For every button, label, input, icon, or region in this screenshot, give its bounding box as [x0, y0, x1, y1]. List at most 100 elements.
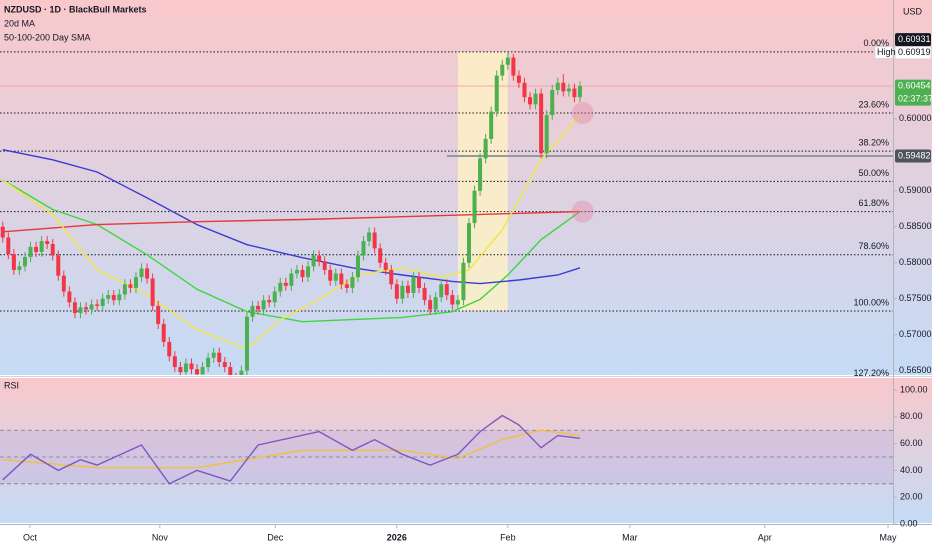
- candle-body: [372, 232, 377, 249]
- candle-body: [566, 88, 571, 92]
- candle-body: [572, 88, 577, 98]
- y-tick-label: 0.58000: [899, 257, 932, 267]
- candle-body: [516, 75, 521, 83]
- fib-label: 78.60%: [858, 241, 889, 251]
- candle-body: [550, 89, 555, 116]
- x-tick-label: Apr: [758, 532, 772, 542]
- candle-body: [128, 284, 133, 288]
- y-tick-label: 0.57000: [899, 329, 932, 339]
- candle-body: [17, 266, 22, 270]
- marker: [571, 102, 594, 125]
- x-tick-label: Oct: [23, 532, 38, 542]
- candle-body: [533, 93, 538, 105]
- candle-body: [294, 269, 299, 274]
- candle-body: [89, 304, 94, 310]
- y-tick-label: 0.56500: [899, 365, 932, 375]
- candle-body: [56, 255, 61, 276]
- price-badge-label: 0.59482: [898, 150, 931, 160]
- candle-body: [278, 282, 283, 292]
- marker: [571, 200, 594, 223]
- candle-body: [489, 111, 494, 139]
- candle-body: [383, 262, 388, 270]
- candle-body: [139, 268, 144, 278]
- candle-body: [156, 305, 161, 324]
- y-tick-label: 0.57500: [899, 293, 932, 303]
- candle-body: [344, 284, 349, 288]
- candle-body: [444, 284, 449, 296]
- candle-body: [272, 291, 277, 303]
- candle-body: [289, 273, 294, 286]
- y-tick-label: 60.00: [900, 438, 923, 448]
- candle-body: [239, 370, 244, 375]
- candle-body: [400, 285, 405, 299]
- price-badge-label: 0.60931: [898, 34, 931, 44]
- candle-body: [217, 352, 222, 363]
- candle-body: [300, 269, 305, 278]
- candle-body: [439, 284, 444, 298]
- candle-body: [522, 82, 527, 98]
- candle-body: [72, 302, 77, 314]
- candle-body: [500, 64, 505, 76]
- candle-body: [317, 255, 322, 262]
- y-tick-label: 0.00: [900, 518, 918, 528]
- candle-body: [283, 282, 288, 286]
- candle-body: [428, 300, 433, 310]
- fib-label: 61.80%: [858, 198, 889, 208]
- candle-body: [417, 277, 422, 288]
- candle-body: [200, 367, 205, 375]
- candle-body: [544, 115, 549, 154]
- candle-body: [178, 367, 183, 373]
- candle-body: [405, 285, 410, 293]
- candle-body: [122, 284, 127, 295]
- candle-body: [28, 246, 33, 257]
- candle-body: [167, 341, 172, 357]
- legend-entry: 50-100-200 Day SMA: [4, 32, 91, 42]
- candle-body: [106, 295, 111, 299]
- y-tick-label: 80.00: [900, 411, 923, 421]
- candle-body: [561, 82, 566, 92]
- candle-body: [150, 278, 155, 306]
- candle-body: [161, 323, 166, 342]
- candle-body: [394, 284, 399, 299]
- x-tick-label: 2026: [387, 532, 407, 542]
- candle-body: [311, 255, 316, 267]
- candle-body: [67, 291, 72, 303]
- candle-body: [45, 241, 50, 245]
- candle-body: [466, 223, 471, 263]
- candle-body: [505, 57, 510, 65]
- candle-body: [222, 362, 227, 368]
- badge-tag-label: High: [877, 47, 896, 57]
- x-tick-label: May: [879, 532, 897, 542]
- candle-body: [61, 275, 66, 292]
- candle-body: [461, 262, 466, 301]
- countdown: 02:37:37: [898, 93, 932, 103]
- candle-body: [494, 75, 499, 112]
- price-badge: [895, 79, 931, 106]
- candle-body: [422, 287, 427, 301]
- fib-label: 50.00%: [858, 168, 889, 178]
- fib-label: 0.00%: [863, 38, 889, 48]
- candle-body: [555, 82, 560, 90]
- price-badge-label: 0.60919: [898, 47, 931, 57]
- candle-body: [6, 237, 11, 255]
- candle-body: [450, 295, 455, 305]
- candle-body: [50, 244, 55, 256]
- candle-body: [378, 248, 383, 263]
- candle-body: [172, 356, 177, 368]
- ma-line: [2, 114, 581, 350]
- candle-body: [111, 295, 116, 301]
- candle-body: [355, 255, 360, 278]
- candle-body: [228, 367, 233, 375]
- candle-body: [34, 246, 39, 252]
- price-badge-label: 0.60454: [898, 80, 931, 90]
- candle-body: [577, 86, 582, 98]
- candle-body: [195, 369, 200, 375]
- fib-label: 38.20%: [858, 138, 889, 148]
- candle-body: [367, 232, 372, 242]
- y-tick-label: 0.60000: [899, 113, 932, 123]
- fib-label: 127.20%: [853, 368, 889, 378]
- candle-body: [250, 305, 255, 317]
- candle-body: [0, 226, 5, 238]
- candle-body: [256, 305, 261, 310]
- candle-body: [483, 138, 488, 159]
